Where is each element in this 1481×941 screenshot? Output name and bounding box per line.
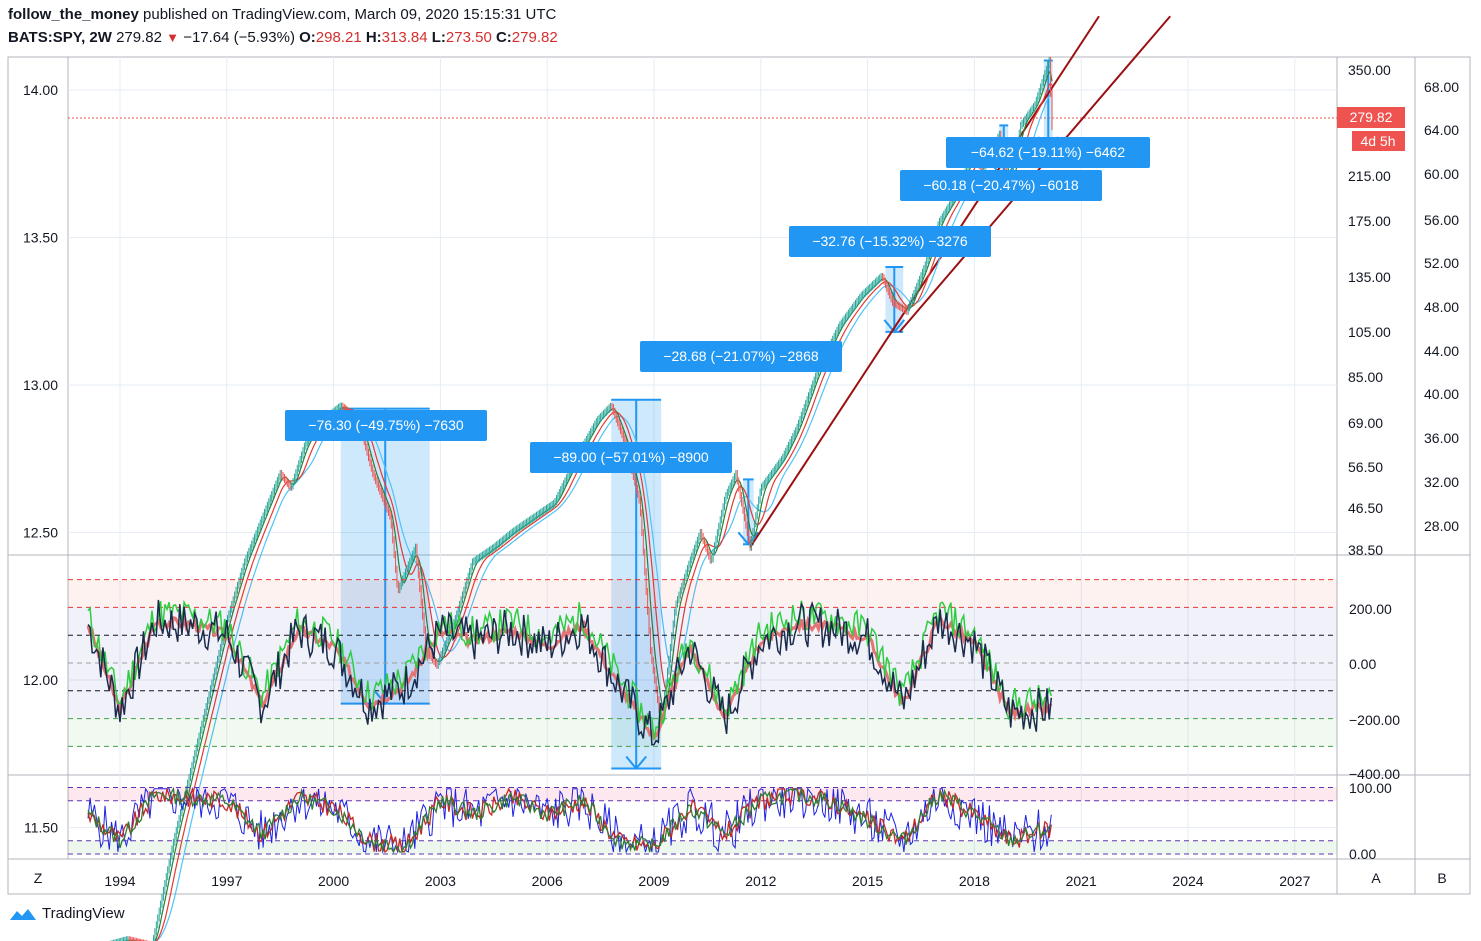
cci-axis-label: 0.00 bbox=[1349, 656, 1376, 672]
moving-average-short bbox=[123, 70, 1053, 941]
price-axis-label: 135.00 bbox=[1348, 269, 1391, 285]
cci-axis-label: −400.00 bbox=[1349, 766, 1400, 782]
cci-axis-label: 200.00 bbox=[1349, 601, 1392, 617]
secondary-axis-label: 60.00 bbox=[1424, 166, 1459, 182]
secondary-axis-label: 40.00 bbox=[1424, 386, 1459, 402]
countdown-badge-text: 4d 5h bbox=[1360, 133, 1395, 149]
open-value: 298.21 bbox=[315, 29, 362, 46]
x-tick-label: 2012 bbox=[745, 873, 776, 889]
drawdown-label: −28.68 (−21.07%) −2868 bbox=[663, 348, 819, 364]
x-tick-label: 2009 bbox=[638, 873, 669, 889]
drawdown-label-box bbox=[640, 341, 842, 372]
drawdown-arrowhead bbox=[883, 319, 906, 334]
x-tick-label: 2006 bbox=[532, 873, 563, 889]
x-tick-label: 2027 bbox=[1279, 873, 1310, 889]
symbol-header: BATS:SPY, 2W 279.82 ▼ −17.64 (−5.93%) O:… bbox=[8, 29, 558, 46]
low-value: 273.50 bbox=[445, 29, 492, 46]
open-label: O: bbox=[299, 29, 316, 46]
secondary-axis-label: 28.00 bbox=[1424, 518, 1459, 534]
price-axis-label: 350.00 bbox=[1348, 62, 1391, 78]
left-axis-label: 14.00 bbox=[23, 82, 58, 98]
drawdown-label-box bbox=[946, 137, 1150, 168]
x-tick-label: 2015 bbox=[852, 873, 883, 889]
x-tick-label: 2021 bbox=[1066, 873, 1097, 889]
secondary-axis-label: 52.00 bbox=[1424, 255, 1459, 271]
secondary-axis-label: 64.00 bbox=[1424, 122, 1459, 138]
cci-line bbox=[87, 599, 1053, 746]
publish-header: follow_the_money published on TradingVie… bbox=[8, 6, 556, 23]
stoch-axis-label: 100.00 bbox=[1349, 780, 1392, 796]
down-arrow-icon: ▼ bbox=[166, 30, 180, 45]
price-axis-label: 56.50 bbox=[1348, 459, 1383, 475]
pane-button-label: Z bbox=[34, 870, 43, 886]
close-label: C: bbox=[495, 29, 512, 46]
x-tick-label: 2000 bbox=[318, 873, 349, 889]
pane-button-label: B bbox=[1437, 870, 1446, 886]
secondary-axis-label: 48.00 bbox=[1424, 299, 1459, 315]
chart-frame bbox=[7, 56, 1471, 895]
price-axis-label: 175.00 bbox=[1348, 213, 1391, 229]
price-axis-label: 46.50 bbox=[1348, 500, 1383, 516]
drawdown-label-box bbox=[530, 442, 732, 473]
drawdown-label-box bbox=[789, 226, 991, 257]
trendline bbox=[749, 15, 1100, 548]
left-axis-label: 12.50 bbox=[23, 525, 58, 541]
cci-oversold-band bbox=[68, 718, 1337, 747]
symbol-label: BATS:SPY, 2W bbox=[8, 29, 112, 46]
cci-axis-label: −200.00 bbox=[1349, 712, 1400, 728]
last-price: 279.82 bbox=[116, 29, 162, 46]
left-axis-label: 13.00 bbox=[23, 377, 58, 393]
price-axis-label: 69.00 bbox=[1348, 415, 1383, 431]
secondary-axis-label: 68.00 bbox=[1424, 79, 1459, 95]
publish-info: published on TradingView.com, March 09, … bbox=[143, 6, 557, 23]
last-price-badge-text: 279.82 bbox=[1350, 109, 1393, 125]
secondary-axis-label: 32.00 bbox=[1424, 474, 1459, 490]
tradingview-logo-icon bbox=[10, 908, 36, 920]
author-name[interactable]: follow_the_money bbox=[8, 6, 139, 23]
cci-fast-line bbox=[87, 599, 1053, 740]
x-tick-label: 2003 bbox=[425, 873, 456, 889]
left-axis-label: 13.50 bbox=[23, 230, 58, 246]
drawdown-label: −76.30 (−49.75%) −7630 bbox=[308, 417, 464, 433]
x-tick-label: 1994 bbox=[104, 873, 135, 889]
low-label: L: bbox=[431, 29, 446, 46]
secondary-axis-label: 36.00 bbox=[1424, 430, 1459, 446]
secondary-axis-label: 56.00 bbox=[1424, 212, 1459, 228]
secondary-axis-label: 44.00 bbox=[1424, 343, 1459, 359]
last-price-badge bbox=[1337, 107, 1405, 128]
left-axis-label: 11.50 bbox=[24, 820, 58, 836]
brand-name: TradingView bbox=[42, 905, 125, 922]
high-label: H: bbox=[365, 29, 382, 46]
stoch-overbought-band bbox=[68, 787, 1337, 801]
x-tick-label: 2024 bbox=[1172, 873, 1203, 889]
price-axis-label: 105.00 bbox=[1348, 324, 1391, 340]
drawdown-arrowhead bbox=[625, 755, 647, 771]
drawdown-label: −64.62 (−19.11%) −6462 bbox=[971, 144, 1125, 160]
stoch-axis-label: 0.00 bbox=[1349, 846, 1376, 862]
pane-button-label: A bbox=[1371, 870, 1381, 886]
tradingview-brand[interactable]: TradingView bbox=[8, 905, 125, 922]
stoch-k-line bbox=[87, 786, 1052, 854]
high-value: 313.84 bbox=[381, 29, 428, 46]
left-axis-label: 12.00 bbox=[23, 672, 58, 688]
price-axis-label: 215.00 bbox=[1348, 168, 1391, 184]
price-change: −17.64 (−5.93%) bbox=[183, 29, 295, 46]
drawdown-label-box bbox=[285, 410, 487, 441]
stoch-fast-line bbox=[87, 786, 1052, 854]
cci-overbought-band bbox=[68, 579, 1337, 608]
price-axis-label: 85.00 bbox=[1348, 369, 1383, 385]
drawdown-label: −89.00 (−57.01%) −8900 bbox=[553, 449, 709, 465]
drawdown-label-box bbox=[900, 170, 1102, 201]
stoch-slow-line bbox=[87, 787, 1052, 854]
drawdown-label: −60.18 (−20.47%) −6018 bbox=[923, 177, 1079, 193]
moving-average-mid bbox=[127, 82, 1053, 941]
price-axis-label: 38.50 bbox=[1348, 542, 1383, 558]
x-tick-label: 1997 bbox=[211, 873, 242, 889]
x-tick-label: 2018 bbox=[959, 873, 990, 889]
countdown-badge bbox=[1352, 131, 1405, 151]
drawdown-arrowhead bbox=[737, 531, 760, 546]
drawdown-label: −32.76 (−15.32%) −3276 bbox=[812, 233, 968, 249]
close-value: 279.82 bbox=[511, 29, 558, 46]
